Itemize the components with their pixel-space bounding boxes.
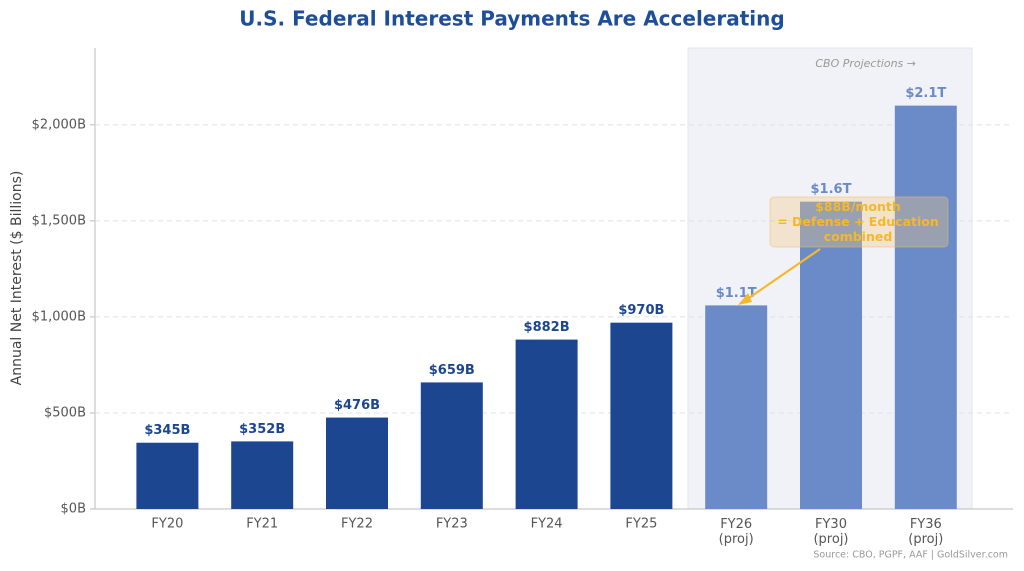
- y-axis-label: Annual Net Interest ($ Billions): [9, 171, 25, 386]
- x-tick-label: FY30 (proj): [813, 517, 848, 547]
- bar: [610, 322, 673, 509]
- x-tick-label: FY23: [436, 517, 468, 532]
- chart-title: U.S. Federal Interest Payments Are Accel…: [239, 7, 784, 31]
- x-tick-label: FY24: [531, 517, 563, 532]
- value-label: $476B: [334, 398, 380, 413]
- x-tick-label: FY22: [341, 517, 373, 532]
- y-tick-label: $0B: [61, 502, 86, 517]
- annotation-arrow: [745, 248, 821, 301]
- x-tick-label: FY21: [246, 517, 278, 532]
- value-label: $1.1T: [716, 286, 757, 301]
- annotation-text: $88B/month = Defense + Education combined: [777, 199, 939, 244]
- bar: [705, 305, 768, 509]
- bar: [326, 417, 388, 509]
- projection-note: CBO Projections →: [815, 57, 916, 70]
- value-label: $2.1T: [905, 86, 946, 101]
- bar: [231, 441, 294, 509]
- y-tick-label: $1,500B: [32, 213, 86, 228]
- x-tick-label: FY26 (proj): [719, 517, 754, 547]
- x-tick-label: FY20: [151, 517, 183, 532]
- annotation-box: [769, 196, 949, 248]
- source-note: Source: CBO, PGPF, AAF | GoldSilver.com: [813, 550, 1008, 561]
- bar: [894, 105, 957, 509]
- bar: [800, 201, 862, 509]
- y-tick-label: $500B: [44, 405, 86, 420]
- value-label: $352B: [239, 422, 285, 437]
- x-tick-label: FY25: [625, 517, 657, 532]
- y-tick-label: $1,000B: [32, 309, 86, 324]
- value-label: $882B: [524, 320, 570, 335]
- bar: [515, 339, 578, 509]
- value-label: $970B: [618, 303, 664, 318]
- annotation-arrowhead: [738, 293, 752, 305]
- x-tick-label: FY36 (proj): [908, 517, 943, 547]
- bar: [136, 442, 199, 509]
- y-tick-label: $2,000B: [32, 117, 86, 132]
- value-label: $1.6T: [811, 182, 852, 197]
- value-label: $659B: [429, 363, 475, 378]
- bar: [420, 382, 483, 509]
- value-label: $345B: [144, 423, 190, 438]
